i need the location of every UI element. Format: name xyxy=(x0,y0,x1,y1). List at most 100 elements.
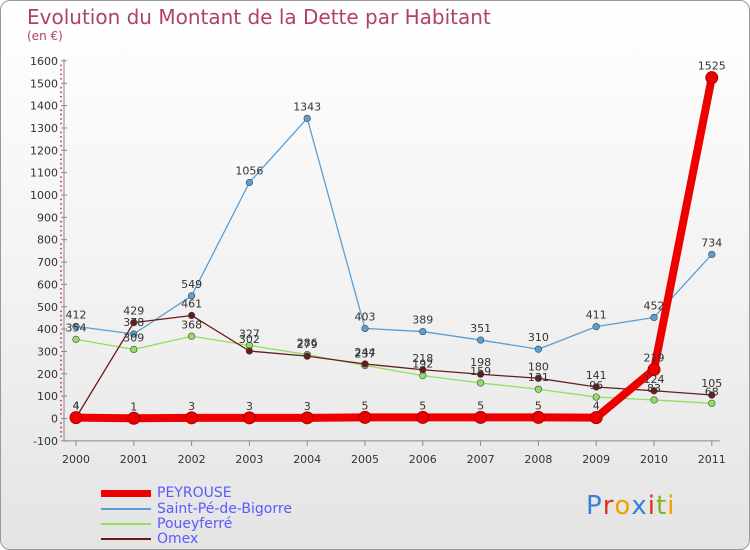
data-label: 309 xyxy=(123,331,144,344)
y-minor-tick xyxy=(60,158,62,161)
y-tick-label: 900 xyxy=(37,211,58,224)
y-minor-tick xyxy=(60,252,62,255)
data-label: 219 xyxy=(644,352,665,365)
data-point-1 xyxy=(130,330,138,338)
data-point-3 xyxy=(303,352,311,360)
data-label: 244 xyxy=(355,346,376,359)
data-point-1 xyxy=(188,292,196,300)
proxiti-logo: Proxiti xyxy=(586,491,675,521)
y-minor-tick xyxy=(60,198,62,201)
data-label: 1525 xyxy=(698,60,726,73)
data-point-1 xyxy=(72,322,80,331)
y-minor-tick xyxy=(60,131,62,134)
data-point-3 xyxy=(419,366,427,374)
data-point-1 xyxy=(245,178,253,187)
data-label: 4 xyxy=(73,400,80,413)
data-label: 237 xyxy=(355,348,376,361)
data-point-3 xyxy=(477,370,485,378)
y-minor-tick xyxy=(60,319,62,322)
legend-label-peyrouse: PEYROUSE xyxy=(157,485,232,501)
y-minor-tick xyxy=(60,279,62,281)
data-label: 180 xyxy=(528,360,549,373)
data-label: 218 xyxy=(412,352,433,365)
data-label: 3 xyxy=(304,400,311,413)
data-label: 131 xyxy=(528,371,549,384)
data-point-3 xyxy=(650,387,658,395)
x-tick-label: 2000 xyxy=(62,453,90,466)
x-tick-label: 2005 xyxy=(351,453,379,466)
data-point-1 xyxy=(361,324,369,333)
x-tick-label: 2003 xyxy=(235,453,263,466)
y-minor-tick xyxy=(60,229,62,232)
y-minor-tick xyxy=(60,310,62,313)
logo-letter: o xyxy=(614,491,632,521)
data-label: 461 xyxy=(181,297,202,310)
data-point-1 xyxy=(477,336,485,344)
y-minor-tick xyxy=(60,153,62,156)
y-minor-tick xyxy=(60,332,62,335)
data-point-3 xyxy=(245,347,253,355)
x-tick-label: 2006 xyxy=(409,453,437,466)
y-tick-label: 400 xyxy=(37,323,58,336)
data-label: 68 xyxy=(705,385,719,398)
data-label: 452 xyxy=(644,299,665,312)
data-point-0 xyxy=(300,411,314,425)
y-tick-label: 1300 xyxy=(30,122,58,135)
data-point-0 xyxy=(358,410,372,424)
data-point-3 xyxy=(592,383,600,391)
data-label: 389 xyxy=(412,314,433,327)
legend-swatch-peyrouse xyxy=(101,490,151,497)
data-point-0 xyxy=(531,410,545,424)
data-label: 124 xyxy=(644,373,665,386)
data-point-2 xyxy=(72,335,80,343)
y-minor-tick xyxy=(60,301,62,304)
x-tick-label: 2009 xyxy=(582,453,610,466)
y-minor-tick xyxy=(60,346,62,348)
logo-letter: r xyxy=(602,491,615,521)
data-label: 327 xyxy=(239,327,260,340)
data-label: 1056 xyxy=(235,164,263,177)
data-label: 351 xyxy=(470,322,491,335)
data-point-1 xyxy=(592,323,600,331)
data-label: 1343 xyxy=(293,100,321,113)
data-point-2 xyxy=(130,345,138,354)
y-minor-tick xyxy=(60,359,62,362)
data-point-3 xyxy=(188,311,196,320)
y-minor-tick xyxy=(60,64,62,67)
y-tick-label: 200 xyxy=(37,368,58,381)
legend-swatch-poueyferre xyxy=(101,523,151,525)
data-point-3 xyxy=(534,374,543,382)
x-tick-label: 2010 xyxy=(640,453,668,466)
y-minor-tick xyxy=(60,435,62,438)
data-label: 192 xyxy=(412,358,433,371)
y-tick-label: -100 xyxy=(33,435,58,448)
y-tick-label: 700 xyxy=(37,256,58,269)
data-label: 411 xyxy=(586,309,607,322)
data-point-1 xyxy=(650,313,658,322)
y-minor-tick xyxy=(60,368,62,371)
data-point-0 xyxy=(589,411,603,425)
logo-letter: P xyxy=(586,491,603,521)
series-line-0 xyxy=(72,73,716,423)
data-label: 734 xyxy=(701,236,722,249)
y-minor-tick xyxy=(60,323,62,326)
logo-letter: t xyxy=(655,491,668,521)
y-minor-tick xyxy=(60,73,62,76)
y-minor-tick xyxy=(60,274,62,277)
data-label: 403 xyxy=(355,310,376,323)
data-point-0 xyxy=(242,411,256,425)
y-minor-tick xyxy=(60,377,62,380)
y-tick-label: 0 xyxy=(51,413,58,426)
y-minor-tick xyxy=(60,381,62,384)
y-minor-tick xyxy=(60,408,62,411)
y-tick-label: 300 xyxy=(37,345,58,358)
data-label: 105 xyxy=(701,377,722,390)
data-point-3 xyxy=(361,360,369,368)
y-minor-tick xyxy=(60,86,62,89)
x-tick-label: 2007 xyxy=(467,453,495,466)
y-minor-tick xyxy=(60,426,62,429)
data-point-1 xyxy=(534,345,543,353)
data-point-2 xyxy=(592,393,600,401)
y-minor-tick xyxy=(60,220,62,223)
